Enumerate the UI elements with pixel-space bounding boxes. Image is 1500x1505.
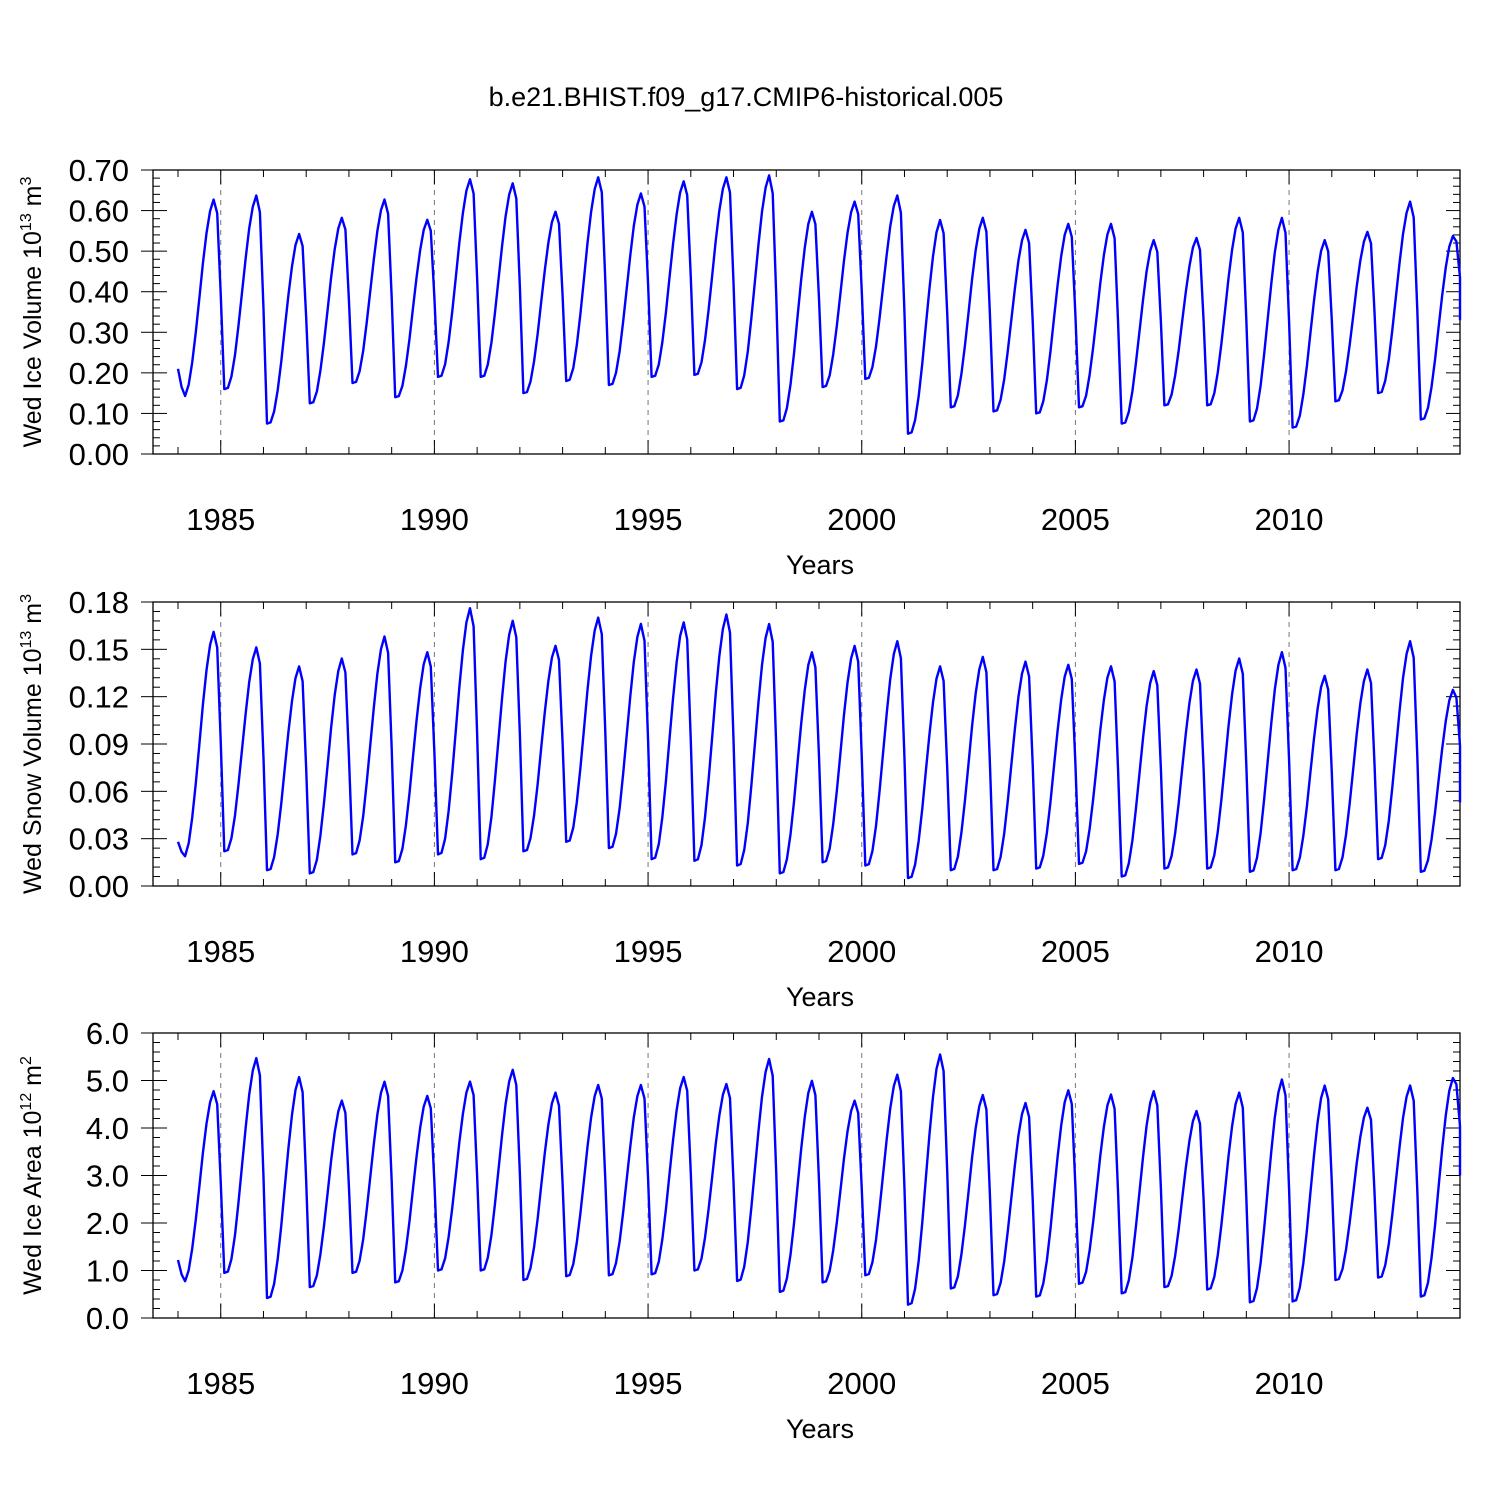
y-tick-label: 0.12: [69, 680, 129, 715]
x-tick-label: 2010: [1255, 1366, 1324, 1401]
y-tick-label: 0.00: [69, 437, 129, 472]
y-axis-title-unit-exp: 3: [18, 594, 35, 603]
y-tick-label: 0.70: [69, 153, 129, 188]
y-axis-title-main: Wed Ice Area 10: [19, 1111, 47, 1295]
panel-snow-volume: 1985 1990 1995 2000 2005 2010 Years 0.00 0.03 0.0…: [18, 585, 1462, 1012]
x-axis-title: Years: [786, 550, 854, 580]
y-tick-label: 0.06: [69, 774, 129, 809]
x-tick-label: 2010: [1255, 934, 1324, 969]
panel-ice-volume: 1985 1990 1995 2000 2005 2010 Years 0.00 0.10 0.2…: [18, 153, 1462, 580]
series-line-ice-volume: [176, 174, 1462, 435]
x-tick-label: 1995: [614, 934, 683, 969]
y-axis-title-unit: m: [19, 603, 47, 631]
x-tick-label: 2000: [827, 1366, 896, 1401]
y-tick-label: 2.0: [86, 1206, 129, 1241]
x-tick-label: 1995: [614, 502, 683, 537]
x-tick-label: 2005: [1041, 934, 1110, 969]
y-tick-label: 0.15: [69, 632, 129, 667]
x-tick-label: 1985: [186, 1366, 255, 1401]
y-tick-label: 4.0: [86, 1111, 129, 1146]
y-axis-title: Wed Snow Volume 1013 m3: [18, 594, 47, 894]
y-tick-label: 0.60: [69, 194, 129, 229]
y-axis-title-exp: 12: [18, 1093, 35, 1111]
y-tick-label: 0.20: [69, 356, 129, 391]
y-tick-label: 0.40: [69, 275, 129, 310]
y-axis-title: Wed Ice Area 1012 m2: [18, 1056, 47, 1295]
x-tick-label: 1990: [400, 1366, 469, 1401]
y-axis-title-exp: 13: [18, 631, 35, 649]
y-tick-label: 3.0: [86, 1159, 129, 1194]
y-tick-label: 0.00: [69, 869, 129, 904]
y-axis-title-unit: m: [19, 1065, 47, 1093]
x-tick-label: 1990: [400, 934, 469, 969]
x-tick-label: 1990: [400, 502, 469, 537]
y-axis-title-unit-exp: 3: [18, 176, 35, 185]
y-tick-label: 0.30: [69, 315, 129, 350]
x-tick-label: 1985: [186, 502, 255, 537]
y-axis-title-unit-exp: 2: [18, 1056, 35, 1065]
x-tick-label: 2010: [1255, 502, 1324, 537]
y-tick-label: 6.0: [86, 1016, 129, 1051]
x-tick-label: 1985: [186, 934, 255, 969]
series-line-snow-volume: [176, 607, 1462, 880]
y-tick-label: 0.09: [69, 727, 129, 762]
y-axis-title-unit: m: [19, 185, 47, 213]
y-axis-title-main: Wed Ice Volume 10: [19, 231, 47, 447]
x-axis-title: Years: [786, 1414, 854, 1444]
y-tick-label: 5.0: [86, 1064, 129, 1099]
x-tick-label: 1995: [614, 1366, 683, 1401]
y-tick-label: 0.10: [69, 396, 129, 431]
x-tick-label: 2000: [827, 934, 896, 969]
y-tick-label: 0.18: [69, 585, 129, 620]
x-tick-label: 2005: [1041, 1366, 1110, 1401]
x-tick-label: 2005: [1041, 502, 1110, 537]
y-tick-label: 0.03: [69, 822, 129, 857]
y-axis-title-main: Wed Snow Volume 10: [19, 648, 47, 894]
panel-ice-area: 1985 1990 1995 2000 2005 2010 Years 0.0 1.0 2.0 3.…: [18, 1016, 1462, 1444]
x-tick-label: 2000: [827, 502, 896, 537]
y-axis-title-exp: 13: [18, 213, 35, 231]
x-axis-title: Years: [786, 982, 854, 1012]
figure-title: b.e21.BHIST.f09_g17.CMIP6-historical.005: [489, 82, 1004, 112]
y-tick-label: 0.50: [69, 234, 129, 269]
series-line-ice-area: [176, 1053, 1462, 1306]
y-tick-label: 1.0: [86, 1254, 129, 1289]
y-axis-title: Wed Ice Volume 1013 m3: [18, 176, 47, 447]
y-tick-label: 0.0: [86, 1301, 129, 1336]
